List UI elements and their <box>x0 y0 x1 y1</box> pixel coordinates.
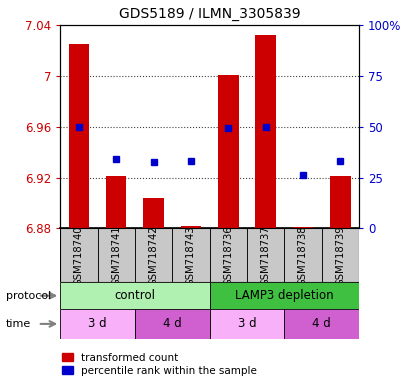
Bar <box>60 309 135 339</box>
Text: LAMP3 depletion: LAMP3 depletion <box>235 289 334 302</box>
Text: GSM718743: GSM718743 <box>186 225 196 286</box>
Bar <box>68 44 89 228</box>
Bar <box>330 176 351 228</box>
Bar <box>218 74 239 228</box>
Title: GDS5189 / ILMN_3305839: GDS5189 / ILMN_3305839 <box>119 7 300 21</box>
Bar <box>98 228 135 282</box>
Text: GSM718736: GSM718736 <box>223 225 233 286</box>
Text: 4 d: 4 d <box>163 318 182 330</box>
Text: control: control <box>115 289 155 302</box>
Bar <box>322 228 359 282</box>
Text: GSM718740: GSM718740 <box>74 225 84 286</box>
Text: 3 d: 3 d <box>88 318 107 330</box>
Text: GSM718738: GSM718738 <box>298 225 308 286</box>
Legend: transformed count, percentile rank within the sample: transformed count, percentile rank withi… <box>61 352 258 377</box>
Bar <box>172 228 210 282</box>
Text: 4 d: 4 d <box>312 318 331 330</box>
Text: 3 d: 3 d <box>238 318 256 330</box>
Bar <box>210 309 284 339</box>
Bar <box>247 228 284 282</box>
Bar <box>106 176 127 228</box>
Bar <box>255 35 276 228</box>
Text: GSM718739: GSM718739 <box>335 225 345 286</box>
Text: GSM718742: GSM718742 <box>149 225 159 286</box>
Text: protocol: protocol <box>6 291 51 301</box>
Bar <box>60 228 98 282</box>
Bar <box>284 228 322 282</box>
Text: GSM718737: GSM718737 <box>261 225 271 286</box>
Bar <box>60 282 210 309</box>
Bar <box>181 226 201 228</box>
Text: GSM718741: GSM718741 <box>111 225 121 286</box>
Bar <box>210 228 247 282</box>
Bar <box>135 309 210 339</box>
Bar <box>135 228 172 282</box>
Bar <box>293 227 313 228</box>
Text: time: time <box>6 319 32 329</box>
Bar <box>143 198 164 228</box>
Bar <box>284 309 359 339</box>
Bar <box>210 282 359 309</box>
